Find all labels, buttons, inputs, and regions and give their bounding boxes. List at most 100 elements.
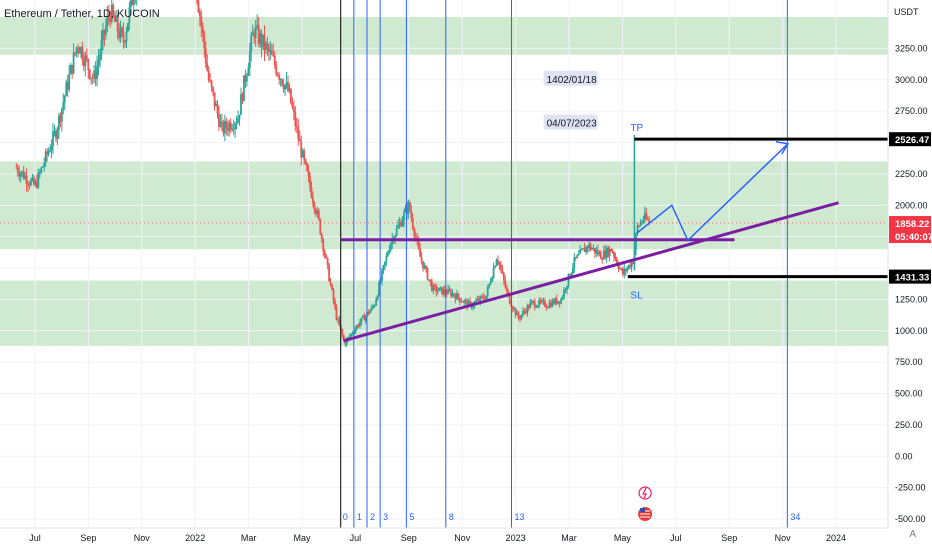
- candle-body: [24, 175, 27, 179]
- candle-body: [312, 197, 314, 203]
- candle-body: [457, 293, 460, 298]
- candle-body: [420, 257, 423, 262]
- auto-scale-button[interactable]: A: [909, 529, 916, 540]
- candle-body: [90, 77, 93, 79]
- candle-body: [429, 279, 432, 282]
- time-tick-label: May: [293, 533, 311, 543]
- candle-body: [102, 30, 104, 41]
- candle-body: [545, 306, 548, 308]
- candle-body: [33, 177, 35, 185]
- candle-body: [623, 268, 626, 275]
- candle-body: [523, 310, 526, 312]
- price-tick-label: 1000.00: [895, 326, 928, 336]
- candle-body: [544, 300, 546, 307]
- candle-body: [454, 295, 457, 300]
- candle-body: [645, 212, 648, 219]
- candle-body: [401, 220, 404, 227]
- candle-body: [455, 293, 458, 300]
- candle-body: [394, 235, 397, 241]
- candle-body: [332, 289, 335, 301]
- time-tick-label: 2023: [506, 533, 526, 543]
- candle-body: [605, 247, 608, 258]
- candle-body: [319, 219, 322, 235]
- candle-body: [303, 150, 306, 160]
- candle-body: [626, 268, 629, 272]
- candle-body: [360, 317, 363, 323]
- candle-body: [288, 88, 291, 91]
- candle-body: [317, 210, 320, 220]
- candle-body: [65, 82, 68, 96]
- candle-body: [267, 46, 270, 52]
- lightning-glyph: [642, 487, 648, 499]
- candle-body: [127, 23, 129, 32]
- candle-body: [611, 251, 614, 253]
- candle-body: [364, 315, 367, 321]
- candle-body: [237, 118, 239, 123]
- candle-body: [596, 250, 599, 255]
- candle-body: [272, 54, 275, 56]
- candle-body: [536, 305, 539, 307]
- candle-body: [388, 250, 391, 254]
- candle-body: [129, 0, 132, 8]
- candle-body: [245, 75, 248, 82]
- price-tick-label: 500.00: [895, 389, 923, 399]
- candle-body: [648, 219, 651, 223]
- candle-body: [410, 210, 413, 219]
- support-resistance-zone: [0, 17, 888, 55]
- candle-body: [213, 92, 216, 107]
- candle-body: [270, 50, 273, 55]
- time-tick-label: Nov: [454, 533, 471, 543]
- candle-body: [529, 302, 532, 309]
- candle-body: [307, 170, 310, 177]
- candle-body: [432, 285, 435, 291]
- candle-body: [447, 289, 449, 295]
- candle-body: [433, 285, 436, 287]
- candle-body: [55, 130, 57, 139]
- projection-path: [636, 143, 789, 242]
- candle-body: [107, 15, 110, 17]
- candle-body: [586, 246, 589, 248]
- candle-body: [259, 33, 261, 44]
- candle-body: [430, 281, 433, 291]
- fib-time-label: 8: [449, 512, 454, 522]
- candle-body: [22, 171, 25, 179]
- candle-body: [34, 181, 37, 185]
- candle-body: [582, 248, 585, 250]
- candle-body: [325, 255, 328, 258]
- candle-body: [131, 0, 134, 6]
- candle-body: [629, 265, 632, 268]
- candle-body: [132, 0, 135, 6]
- candle-body: [53, 130, 56, 132]
- candle-body: [398, 222, 401, 226]
- countdown-tag-label: 05:40:07: [895, 232, 932, 243]
- candle-body: [241, 94, 244, 102]
- candle-body: [435, 286, 438, 293]
- candle-body: [483, 298, 486, 300]
- candle-body: [329, 281, 332, 285]
- candle-body: [256, 24, 259, 27]
- candle-body: [197, 0, 200, 13]
- candle-body: [198, 12, 201, 17]
- candle-body: [378, 282, 380, 296]
- candle-body: [59, 115, 62, 122]
- current_price-tag-label: 1858.22: [895, 219, 929, 230]
- candle-body: [219, 121, 222, 127]
- time-tick-label: Mar: [241, 533, 257, 543]
- candle-body: [479, 296, 482, 302]
- candle-body: [85, 55, 88, 60]
- candle-body: [385, 255, 388, 262]
- candle-body: [78, 48, 81, 54]
- candle-body: [441, 287, 444, 295]
- candle-body: [372, 306, 375, 308]
- candle-body: [389, 243, 392, 251]
- fib-time-label: 34: [790, 512, 800, 522]
- candle-body: [323, 250, 326, 256]
- candle-body: [423, 265, 426, 269]
- candle-body: [422, 261, 424, 269]
- candle-body: [240, 94, 242, 115]
- candle-body: [335, 306, 338, 320]
- projection-arrowhead: [775, 141, 790, 155]
- candle-body: [38, 172, 41, 174]
- candle-body: [28, 184, 31, 186]
